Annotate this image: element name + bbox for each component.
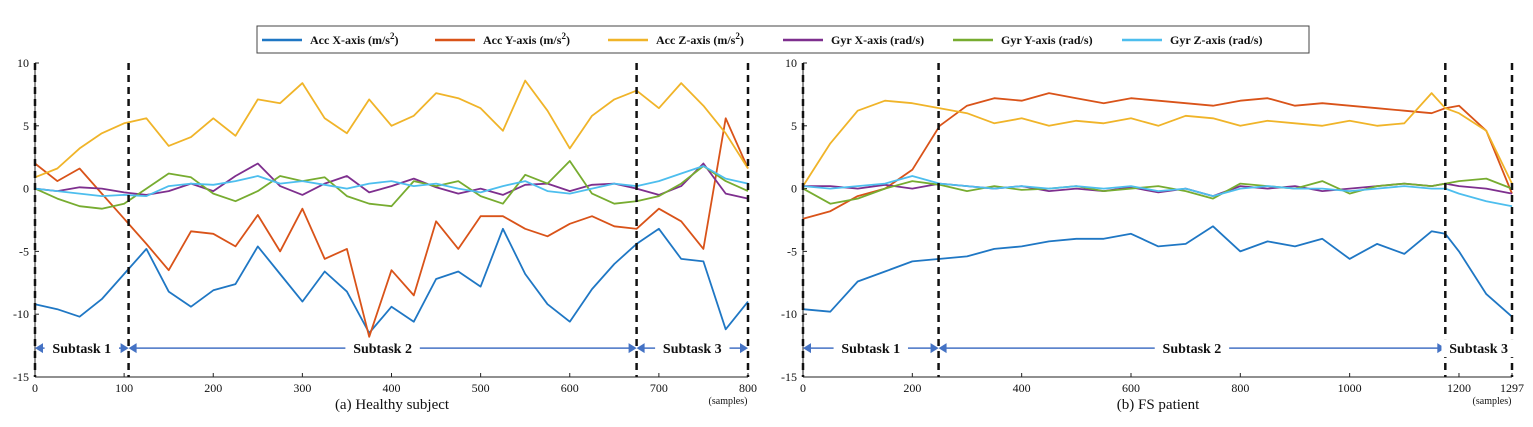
y-tick-label: 10 [17, 56, 29, 70]
legend: Acc X-axis (m/s2) Acc Y-axis (m/s2) Acc Z-… [256, 25, 1310, 54]
y-tick-label: -5 [787, 244, 797, 258]
x-axis-label: (samples) [1473, 396, 1512, 407]
x-tick-label: 700 [650, 381, 668, 395]
subtask-label-1: Subtask 1 [841, 342, 900, 357]
legend-label-4: Gyr X-axis (rad/s) [831, 33, 924, 47]
legend-label-1: Acc X-axis (m/s2) [310, 31, 398, 47]
legend-label-6: Gyr Z-axis (rad/s) [1170, 33, 1262, 47]
series-line-1 [802, 225, 1513, 318]
subtask-label-bg [833, 339, 908, 358]
subtask-arrow-head-left [938, 343, 947, 354]
series-line-3 [34, 79, 749, 179]
series-line-2 [34, 117, 749, 338]
x-tick-label: 1297 [1500, 381, 1524, 395]
series-line-1 [34, 227, 749, 334]
y-tick-label: 0 [791, 182, 797, 196]
series-line-6 [802, 175, 1513, 208]
subtask-arrow-head-left [128, 343, 137, 354]
y-tick-label: 5 [791, 119, 797, 133]
subtask-arrow-head-right [1437, 343, 1446, 354]
legend-label-5: Gyr Y-axis (rad/s) [1001, 33, 1093, 47]
x-tick-label: 500 [472, 381, 490, 395]
subtask-arrow-head-left [35, 343, 43, 354]
x-tick-label: 200 [903, 381, 921, 395]
x-tick-label: 600 [1122, 381, 1140, 395]
legend-label-3: Acc Z-axis (m/s2) [656, 31, 744, 47]
subtask-label-bg [44, 339, 119, 358]
x-tick-label: 600 [561, 381, 579, 395]
subtask-label-3: Subtask 3 [1449, 342, 1508, 357]
y-tick-label: -5 [19, 244, 29, 258]
series-line-5 [802, 177, 1513, 205]
subtask-arrow-head-left [803, 343, 811, 354]
x-tick-label: 300 [293, 381, 311, 395]
panel-caption: (a) Healthy subject [335, 397, 450, 413]
subtask-label-2: Subtask 2 [353, 342, 412, 357]
subtask-label-3: Subtask 3 [663, 342, 722, 357]
series-line-6 [34, 165, 749, 198]
x-tick-label: 400 [1013, 381, 1031, 395]
subtask-label-bg [345, 339, 420, 358]
y-tick-label: -10 [781, 307, 797, 321]
y-tick-label: 10 [785, 56, 797, 70]
x-tick-label: 800 [1231, 381, 1249, 395]
x-tick-label: 0 [32, 381, 38, 395]
subtask-arrow-head-right [120, 343, 129, 354]
panel-caption: (b) FS patient [1117, 397, 1200, 413]
x-tick-label: 200 [204, 381, 222, 395]
subtask-label-bg [655, 339, 730, 358]
series-line-3 [802, 92, 1513, 187]
x-tick-label: 400 [383, 381, 401, 395]
series-line-2 [802, 92, 1513, 220]
subtask-arrow-head-right [628, 343, 637, 354]
x-tick-label: 100 [115, 381, 133, 395]
subtask-arrow-head-left [636, 343, 645, 354]
subtask-label-1: Subtask 1 [52, 342, 111, 357]
x-tick-label: 1200 [1447, 381, 1471, 395]
x-tick-label: 800 [739, 381, 757, 395]
subtask-arrow-head-right [930, 343, 939, 354]
x-axis-label: (samples) [709, 396, 748, 407]
x-tick-label: 0 [800, 381, 806, 395]
y-tick-label: -15 [781, 370, 797, 384]
subtask-label-bg [1441, 339, 1516, 358]
legend-label-2: Acc Y-axis (m/s2) [483, 31, 570, 47]
y-tick-label: 5 [23, 119, 29, 133]
series-line-5 [34, 160, 749, 210]
x-tick-label: 1000 [1338, 381, 1362, 395]
y-tick-label: 0 [23, 182, 29, 196]
subtask-label-2: Subtask 2 [1163, 342, 1222, 357]
y-tick-label: -10 [13, 307, 29, 321]
subtask-arrow-head-right [740, 343, 748, 354]
subtask-label-bg [1154, 339, 1230, 358]
y-tick-label: -15 [13, 370, 29, 384]
